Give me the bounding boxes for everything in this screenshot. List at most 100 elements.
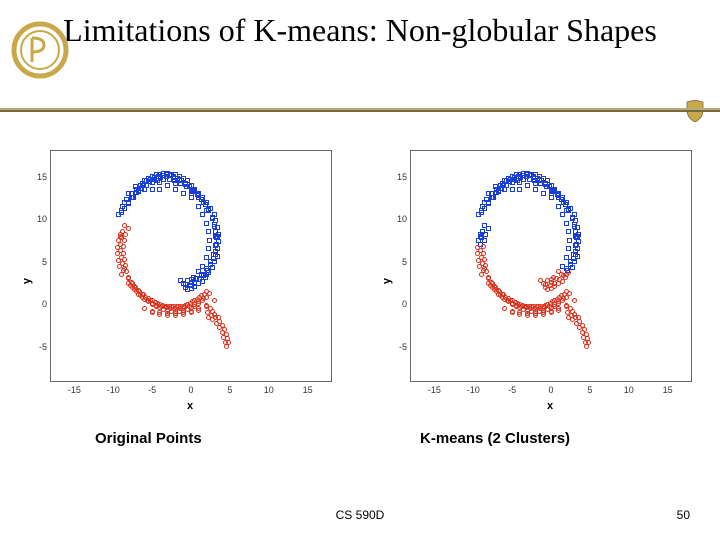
scatter-point [573,243,578,248]
scatter-point [567,291,572,296]
scatter-point [561,296,566,301]
scatter-point [549,195,554,200]
scatter-point [122,238,127,243]
scatter-point [191,275,196,280]
scatter-point [564,303,569,308]
scatter-point [126,200,131,205]
scatter-point [533,187,538,192]
scatter-point [479,272,484,277]
caption-right: K-means (2 Clusters) [420,430,570,447]
scatter-point [122,257,127,262]
scatter-point [129,195,134,200]
scatter-point [494,190,499,195]
scatter-point [550,189,555,194]
scatter-point [183,282,188,287]
scatter-point [564,221,569,226]
chart-right-wrap: y -15-10-5051015-5051015 x [390,150,690,412]
scatter-point [142,306,147,311]
scatter-point [566,229,571,234]
charts-row: y -15-10-5051015-5051015 x y -15-10-5051… [0,150,720,412]
scatter-point [150,309,155,314]
slide-title: Limitations of K-means: Non-globular Sha… [0,0,720,49]
scatter-point [544,184,549,189]
y-axis-label: y [381,278,393,284]
scatter-point [213,243,218,248]
caption-left: Original Points [95,430,202,447]
scatter-point [517,187,522,192]
scatter-point [479,210,484,215]
scatter-point [212,298,217,303]
scatter-point [196,195,201,200]
scatter-point [573,234,578,239]
scatter-point [551,275,556,280]
scatter-point [549,309,554,314]
scatter-point [201,200,206,205]
scatter-point [211,252,216,257]
scatter-point [481,244,486,249]
scatter-point [181,191,186,196]
footer-page: 50 [677,508,690,522]
scatter-point [200,212,205,217]
scatter-point [116,258,121,263]
scatter-point [486,200,491,205]
scatter-point [482,238,487,243]
scatter-point [525,183,530,188]
scatter-point [499,186,504,191]
scatter-point [210,216,215,221]
scatter-point [556,281,561,286]
scatter-point [571,252,576,257]
scatter-point [532,178,537,183]
scatter-point [476,258,481,263]
scatter-point [515,178,520,183]
scatter-point [570,216,575,221]
scatter-point [510,187,515,192]
scatter-point [184,184,189,189]
scatter-point [196,204,201,209]
scatter-point [118,232,123,237]
scatter-point [510,180,515,185]
scatter-point [483,263,488,268]
chart-right: -15-10-5051015-5051015 [410,150,692,382]
scatter-point [122,206,127,211]
scatter-point [568,259,573,264]
scatter-point [196,269,201,274]
scatter-point [502,306,507,311]
scatter-point [204,303,209,308]
scatter-point [538,181,543,186]
scatter-point [560,212,565,217]
scatter-point [206,229,211,234]
scatter-point [190,189,195,194]
scatter-point [212,224,217,229]
scatter-point [204,221,209,226]
scatter-point [482,257,487,262]
scatter-point [476,238,481,243]
scatter-point [567,238,572,243]
scatter-point [139,186,144,191]
scatter-point [204,255,209,260]
scatter-point [572,298,577,303]
scatter-point [561,200,566,205]
scatter-point [173,187,178,192]
scatter-point [484,269,489,274]
chart-left-wrap: y -15-10-5051015-5051015 x [30,150,330,412]
scatter-point [144,183,149,188]
scatter-point [155,178,160,183]
footer-course: CS 590D [0,508,720,522]
scatter-point [189,195,194,200]
scatter-point [213,234,218,239]
scatter-point [119,210,124,215]
scatter-point [504,183,509,188]
scatter-point [157,187,162,192]
scatter-point [584,344,589,349]
scatter-point [121,244,126,249]
chart-left: -15-10-5051015-5051015 [50,150,332,382]
scatter-point [172,178,177,183]
scatter-point [119,272,124,277]
scatter-point [489,195,494,200]
scatter-point [566,207,571,212]
scatter-point [556,204,561,209]
scatter-point [486,226,491,231]
scatter-point [123,232,128,237]
purdue-logo-icon [10,20,70,80]
y-axis-label: y [21,278,33,284]
